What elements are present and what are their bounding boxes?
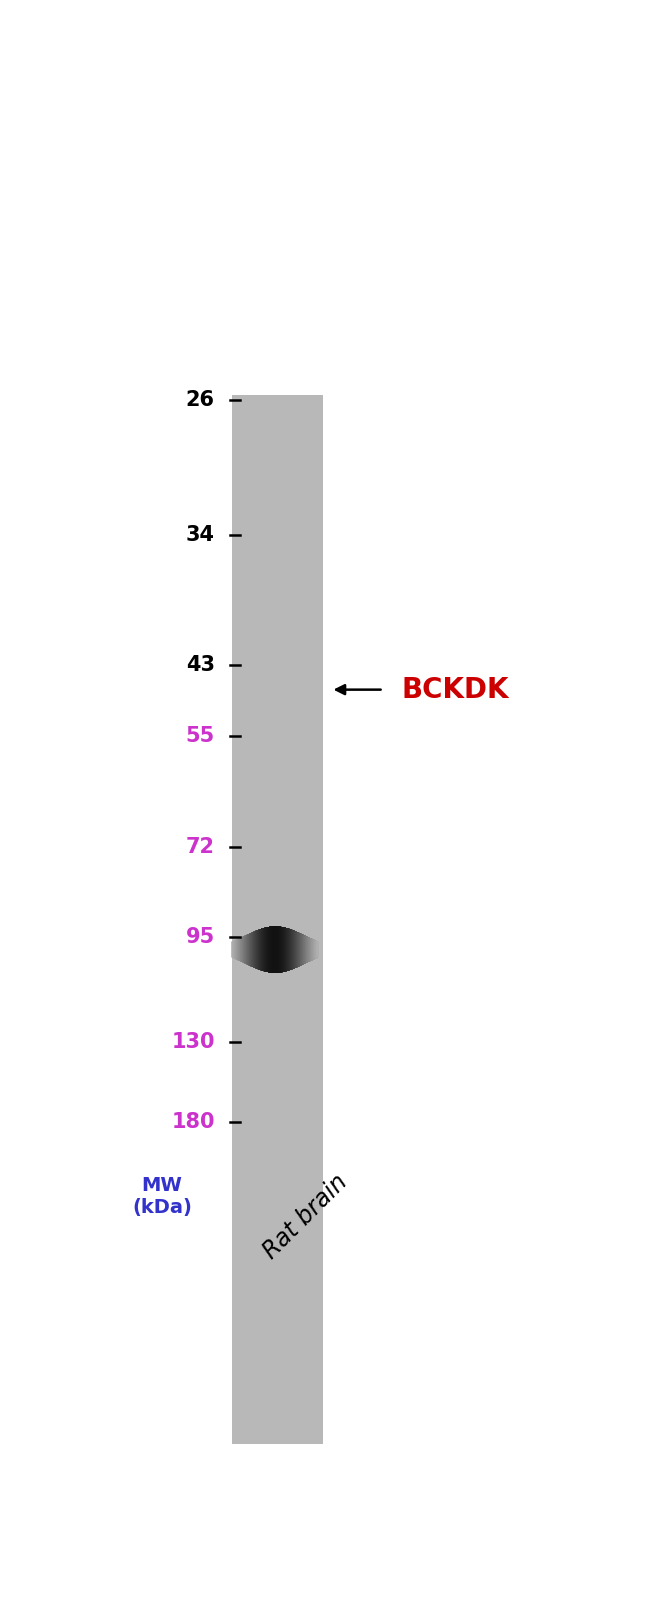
Text: BCKDK: BCKDK [401,675,509,704]
Text: 72: 72 [186,837,214,857]
Text: 180: 180 [171,1112,215,1133]
Text: 95: 95 [185,927,214,948]
Text: 130: 130 [171,1032,215,1052]
Text: 34: 34 [186,524,214,545]
Text: 55: 55 [185,725,214,747]
Text: 26: 26 [186,390,214,409]
Text: 43: 43 [186,654,214,675]
Text: MW
(kDa): MW (kDa) [132,1175,192,1217]
Bar [233,394,323,1444]
Text: Rat brain: Rat brain [258,1170,352,1263]
